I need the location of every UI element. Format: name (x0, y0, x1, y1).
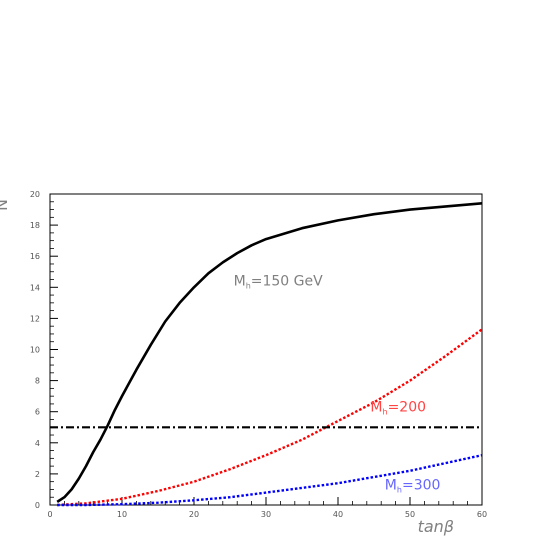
curve-label-1: Mh=150 GeV (234, 274, 324, 291)
x-tick-label: 0 (47, 510, 52, 519)
y-tick-label: 14 (30, 283, 40, 292)
x-tick-label: 40 (333, 510, 343, 519)
x-tick-label: 10 (117, 510, 127, 519)
x-tick-label: 60 (477, 510, 487, 519)
plot-border (49, 193, 483, 506)
x-axis-label: tanβ (418, 517, 454, 536)
y-tick-label: 2 (35, 470, 40, 479)
y-tick-label: 10 (30, 346, 40, 355)
plot-frame (49, 193, 483, 506)
y-axis: 0 2 4 6 8 10 12 14 16 18 20 (30, 190, 58, 510)
series-line-2 (57, 328, 483, 507)
x-tick-label: 20 (189, 510, 199, 519)
y-tick-label: 18 (30, 221, 40, 230)
y-tick-label: 8 (35, 377, 40, 386)
y-tick-label: 16 (30, 252, 40, 261)
series-layer (50, 202, 483, 507)
y-tick-label: 4 (35, 439, 40, 448)
annotation-layer: Mh=150 GeV Mh=200 Mh=300 (234, 274, 441, 495)
y-tick-label: 6 (35, 408, 40, 417)
x-tick-label: 50 (405, 510, 415, 519)
y-tick-label: 20 (30, 190, 40, 199)
x-axis: 0 10 20 30 40 50 60 (47, 497, 487, 519)
curve-label-3: Mh=300 (385, 477, 441, 494)
y-tick-label: 0 (35, 501, 40, 510)
y-axis-label: N (0, 199, 11, 211)
series-line-1 (56, 202, 483, 503)
curve-label-2: Mh=200 (370, 400, 426, 417)
y-tick-label: 12 (30, 314, 40, 323)
series-line-3 (57, 454, 483, 507)
x-tick-label: 30 (261, 510, 271, 519)
